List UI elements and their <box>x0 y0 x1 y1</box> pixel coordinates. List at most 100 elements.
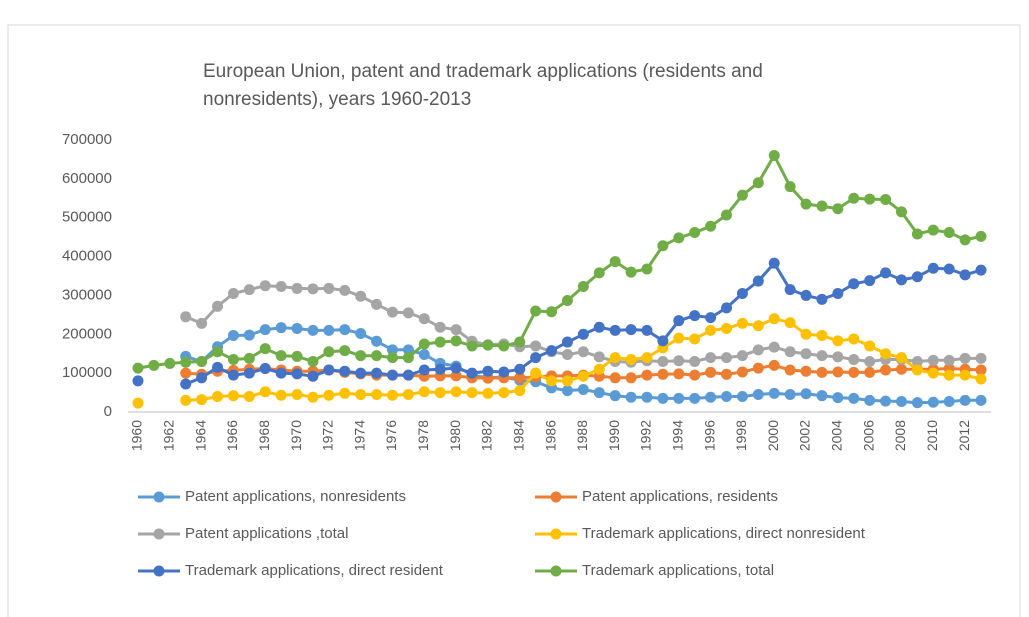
point <box>641 324 653 336</box>
point <box>975 394 987 406</box>
point <box>212 361 224 373</box>
point <box>864 340 876 352</box>
legend-label: Patent applications, nonresidents <box>185 488 406 505</box>
point <box>832 203 844 215</box>
y-tick-label: 100000 <box>62 364 112 381</box>
x-tick-label: 1974 <box>351 420 367 451</box>
legend-label: Patent applications, residents <box>582 488 778 505</box>
x-tick-label: 1964 <box>192 420 208 451</box>
x-tick-label: 2012 <box>956 420 972 451</box>
point <box>514 372 526 384</box>
x-tick-label: 1986 <box>542 420 558 451</box>
point <box>482 339 494 351</box>
point <box>180 356 192 368</box>
point <box>355 350 367 362</box>
x-tick-label: 1990 <box>606 420 622 451</box>
point <box>943 226 955 238</box>
point <box>593 387 605 399</box>
point <box>800 198 812 210</box>
point <box>832 335 844 347</box>
x-tick-label: 1984 <box>510 420 526 451</box>
point <box>895 274 907 286</box>
point <box>561 375 573 387</box>
point <box>434 387 446 399</box>
point <box>386 352 398 364</box>
point <box>212 300 224 312</box>
point <box>784 181 796 193</box>
point <box>721 368 733 380</box>
point <box>609 256 621 268</box>
x-tick-label: 1980 <box>447 420 463 451</box>
point <box>450 370 462 382</box>
point <box>291 368 303 380</box>
point <box>800 365 812 377</box>
point <box>864 355 876 367</box>
point <box>864 193 876 205</box>
point <box>418 386 430 398</box>
point <box>657 392 669 404</box>
point <box>848 392 860 404</box>
point <box>927 354 939 366</box>
point <box>275 280 287 292</box>
point <box>243 329 255 341</box>
legend-marker <box>550 565 562 577</box>
point <box>577 280 589 292</box>
point <box>864 275 876 287</box>
point <box>275 367 287 379</box>
point <box>243 284 255 296</box>
point <box>641 352 653 364</box>
point <box>943 369 955 381</box>
point <box>880 395 892 407</box>
point <box>768 257 780 269</box>
point <box>227 287 239 299</box>
point <box>959 234 971 246</box>
point <box>577 370 589 382</box>
legend-marker <box>550 528 562 540</box>
point <box>609 352 621 364</box>
x-tick-label: 1982 <box>479 420 495 451</box>
point <box>530 367 542 379</box>
point <box>212 390 224 402</box>
point <box>943 396 955 408</box>
point <box>546 306 558 318</box>
point <box>132 362 144 374</box>
point <box>180 394 192 406</box>
point <box>577 383 589 395</box>
point <box>212 346 224 358</box>
point <box>721 390 733 402</box>
point <box>227 329 239 341</box>
point <box>355 328 367 340</box>
point <box>975 352 987 364</box>
point <box>657 368 669 380</box>
point <box>959 369 971 381</box>
point <box>689 369 701 381</box>
point <box>371 367 383 379</box>
point <box>927 262 939 274</box>
point <box>880 364 892 376</box>
point <box>816 200 828 212</box>
x-tick-label: 1966 <box>224 420 240 451</box>
point <box>227 354 239 366</box>
point <box>848 366 860 378</box>
point <box>689 392 701 404</box>
point <box>339 345 351 357</box>
point <box>752 362 764 374</box>
point <box>641 391 653 403</box>
point <box>784 284 796 296</box>
point <box>355 389 367 401</box>
point <box>386 389 398 401</box>
point <box>736 287 748 299</box>
point <box>768 387 780 399</box>
point <box>673 315 685 327</box>
point <box>752 275 764 287</box>
point <box>180 378 192 390</box>
legend-label: Trademark applications, direct resident <box>185 562 444 579</box>
point <box>816 329 828 341</box>
point <box>657 335 669 347</box>
x-tick-label: 1988 <box>574 420 590 451</box>
point <box>800 289 812 301</box>
legend-label: Trademark applications, total <box>582 562 774 579</box>
point <box>355 367 367 379</box>
point <box>832 392 844 404</box>
